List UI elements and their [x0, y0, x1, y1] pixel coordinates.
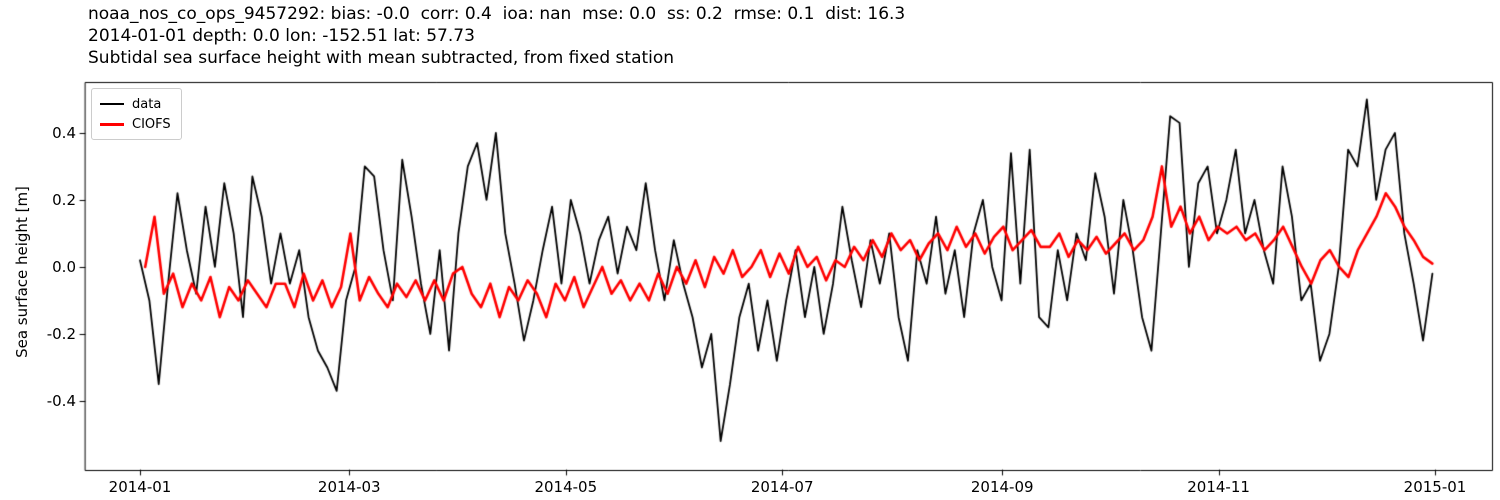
y-tick-label: -0.4 [46, 391, 76, 410]
legend-item-data: data [100, 94, 171, 114]
x-tick-label: 2014-11 [1187, 478, 1250, 496]
legend-line-sample-ciofs [100, 122, 124, 126]
x-tick-label: 2014-07 [750, 478, 814, 496]
y-tick-label: -0.2 [46, 324, 76, 343]
x-tick-label: 2015-01 [1403, 478, 1467, 496]
x-tick-label: 2014-05 [534, 478, 598, 496]
chart-title-description: Subtidal sea surface height with mean su… [88, 48, 675, 68]
x-tick-label: 2014-09 [970, 478, 1034, 496]
y-tick-label: 0.4 [52, 123, 76, 142]
chart-title-station-meta: 2014-01-01 depth: 0.0 lon: -152.51 lat: … [88, 26, 475, 46]
legend: data CIOFS [91, 88, 182, 140]
legend-label-ciofs: CIOFS [132, 116, 171, 132]
y-tick-label: 0.2 [52, 190, 76, 209]
y-axis-label: Sea surface height [m] [13, 186, 31, 358]
legend-item-ciofs: CIOFS [100, 114, 171, 134]
legend-line-sample-data [100, 103, 124, 105]
x-tick-label: 2014-03 [317, 478, 381, 496]
legend-label-data: data [132, 96, 162, 112]
y-tick-label: 0.0 [52, 257, 76, 276]
x-tick-label: 2014-01 [108, 478, 172, 496]
chart-title-stats: noaa_nos_co_ops_9457292: bias: -0.0 corr… [88, 4, 906, 24]
